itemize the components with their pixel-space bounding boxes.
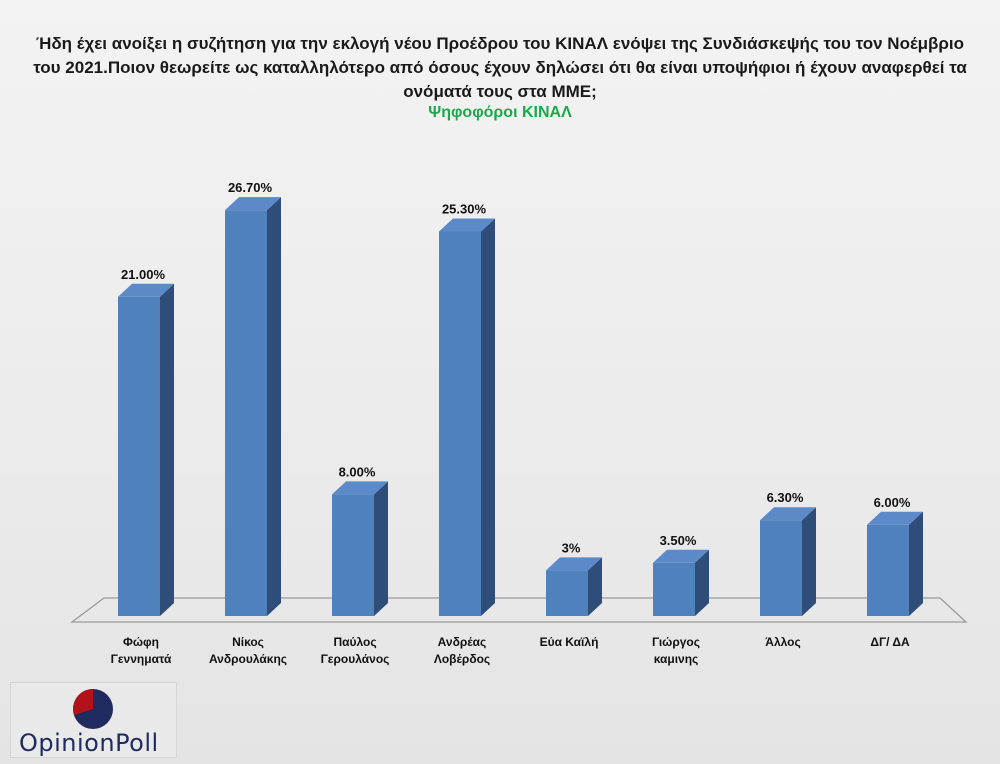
category-label: Ανδρέας	[438, 635, 487, 649]
bar-top	[118, 283, 174, 297]
data-label: 6.00%	[874, 495, 911, 510]
data-label: 25.30%	[442, 201, 487, 216]
data-label: 8.00%	[339, 464, 376, 479]
bar	[118, 296, 160, 616]
category-label: Γερουλάνος	[321, 652, 390, 666]
data-label: 3%	[562, 540, 581, 555]
category-label: Παύλος	[333, 635, 376, 649]
bar-side	[481, 218, 495, 616]
chart-title: Ήδη έχει ανοίξει η συζήτηση για την εκλο…	[33, 34, 967, 101]
category-label: Γεννηματά	[111, 652, 172, 666]
data-label: 26.70%	[228, 180, 273, 195]
category-label: Εύα Καϊλή	[540, 635, 599, 649]
bar	[225, 210, 267, 616]
bar	[439, 231, 481, 616]
category-label: Λοβέρδος	[434, 652, 490, 666]
bar-top	[760, 507, 816, 521]
bar-side	[588, 557, 602, 616]
bar-top	[867, 511, 923, 525]
logo-text: OpinionPoll	[19, 729, 159, 757]
data-label: 6.30%	[767, 490, 804, 505]
bar	[546, 570, 588, 616]
bar-top	[546, 557, 602, 571]
bar	[760, 520, 802, 616]
bar-chart: 21.00% Φώφη Γεννηματά 26.70% Νίκος Ανδρουλάκη…	[70, 180, 968, 666]
bar-side	[267, 197, 281, 616]
chart-floor	[70, 597, 968, 623]
category-label: Φώφη	[123, 635, 159, 649]
bar-side	[909, 511, 923, 616]
bar-top	[653, 549, 709, 563]
logo-circle-icon	[73, 689, 113, 729]
bar-side	[374, 481, 388, 616]
data-label: 3.50%	[660, 533, 697, 548]
category-label: Νίκος	[232, 635, 264, 649]
bar-top	[225, 197, 281, 211]
bar	[867, 524, 909, 616]
bar	[332, 494, 374, 616]
chart-subtitle: Ψηφοφόροι ΚΙΝΑΛ	[428, 104, 572, 121]
bar	[653, 562, 695, 616]
opinionpoll-logo: OpinionPoll	[10, 682, 177, 758]
bar-side	[695, 549, 709, 616]
category-label: Ανδρουλάκης	[209, 652, 287, 666]
category-label: Άλλος	[765, 635, 800, 649]
category-label: Γιώργος	[652, 635, 700, 649]
bar-side	[160, 283, 174, 616]
category-label: ΔΓ/ ΔΑ	[870, 635, 910, 649]
category-label: καμινης	[654, 652, 699, 666]
data-label: 21.00%	[121, 267, 166, 282]
bar-top	[439, 218, 495, 232]
bar-side	[802, 507, 816, 616]
bar-top	[332, 481, 388, 495]
